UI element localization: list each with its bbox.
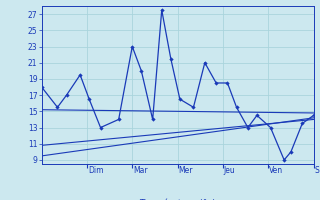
Text: S: S [315,166,319,175]
Text: Dim: Dim [88,166,103,175]
Text: Jeu: Jeu [224,166,236,175]
Text: Mer: Mer [179,166,193,175]
Text: Mar: Mar [133,166,148,175]
Text: Ven: Ven [269,166,283,175]
Text: Température (°c): Température (°c) [139,199,216,200]
